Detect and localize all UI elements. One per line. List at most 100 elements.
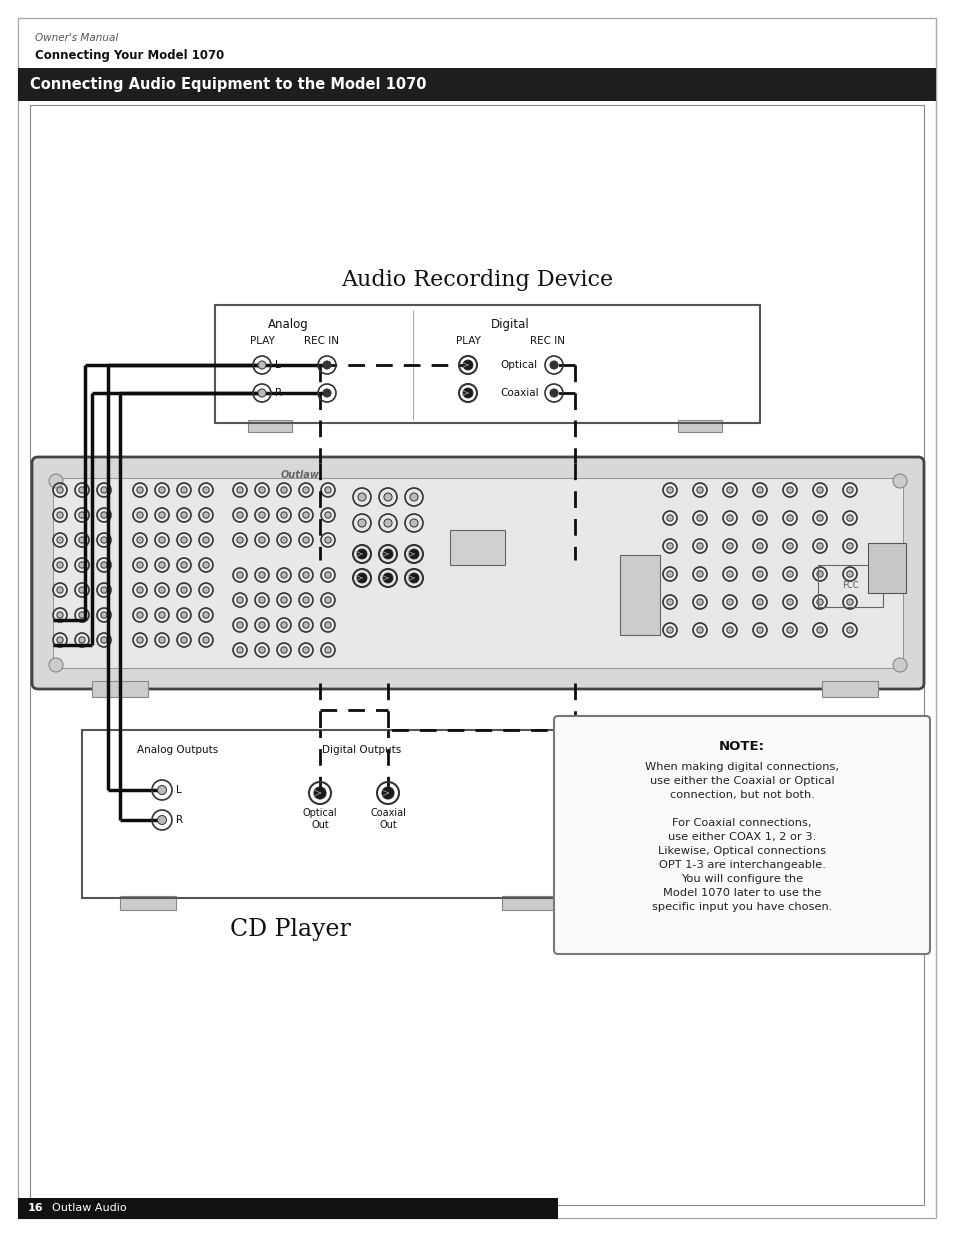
Text: Connecting Audio Equipment to the Model 1070: Connecting Audio Equipment to the Model …: [30, 77, 426, 91]
Bar: [867, 543, 905, 593]
Circle shape: [756, 487, 762, 493]
Bar: [53, 478, 902, 668]
Circle shape: [666, 571, 673, 577]
Circle shape: [57, 637, 63, 643]
Circle shape: [846, 543, 852, 550]
Text: Connecting Your Model 1070: Connecting Your Model 1070: [35, 48, 224, 62]
Circle shape: [181, 611, 187, 619]
Circle shape: [756, 515, 762, 521]
Text: Outlaw Audio: Outlaw Audio: [52, 1203, 127, 1213]
Circle shape: [325, 572, 331, 578]
Circle shape: [302, 487, 309, 493]
Bar: [18, 1198, 558, 1219]
Circle shape: [846, 487, 852, 493]
Circle shape: [383, 493, 392, 501]
Circle shape: [696, 515, 702, 521]
Circle shape: [57, 511, 63, 519]
Circle shape: [57, 562, 63, 568]
Circle shape: [756, 543, 762, 550]
Circle shape: [666, 543, 673, 550]
Circle shape: [101, 487, 107, 493]
Circle shape: [280, 572, 287, 578]
Circle shape: [816, 487, 822, 493]
Circle shape: [280, 622, 287, 629]
Circle shape: [786, 487, 792, 493]
Bar: [817, 564, 882, 606]
Text: PLAY: PLAY: [456, 336, 480, 346]
Circle shape: [786, 599, 792, 605]
Circle shape: [257, 361, 266, 369]
Circle shape: [57, 487, 63, 493]
Circle shape: [383, 519, 392, 527]
Text: L: L: [175, 785, 182, 795]
Circle shape: [203, 511, 209, 519]
Circle shape: [726, 515, 733, 521]
Bar: [18, 68, 935, 101]
Circle shape: [79, 637, 85, 643]
Circle shape: [181, 562, 187, 568]
Circle shape: [323, 361, 331, 369]
Circle shape: [325, 647, 331, 653]
Circle shape: [236, 511, 243, 519]
Circle shape: [159, 587, 165, 593]
Circle shape: [410, 493, 417, 501]
Circle shape: [157, 815, 167, 825]
Circle shape: [786, 515, 792, 521]
Circle shape: [181, 637, 187, 643]
Circle shape: [816, 571, 822, 577]
Circle shape: [726, 571, 733, 577]
Circle shape: [236, 622, 243, 629]
Circle shape: [79, 611, 85, 619]
Circle shape: [236, 537, 243, 543]
Circle shape: [666, 599, 673, 605]
Circle shape: [136, 611, 143, 619]
Circle shape: [357, 493, 366, 501]
Circle shape: [816, 515, 822, 521]
Circle shape: [101, 562, 107, 568]
Circle shape: [549, 361, 558, 369]
Circle shape: [181, 537, 187, 543]
Bar: [619, 555, 659, 635]
Circle shape: [383, 550, 393, 559]
Circle shape: [236, 487, 243, 493]
Circle shape: [257, 389, 266, 396]
Circle shape: [236, 572, 243, 578]
Circle shape: [136, 587, 143, 593]
Circle shape: [846, 627, 852, 634]
Circle shape: [49, 658, 63, 672]
Circle shape: [181, 587, 187, 593]
Circle shape: [236, 647, 243, 653]
Circle shape: [816, 543, 822, 550]
Circle shape: [57, 537, 63, 543]
Circle shape: [203, 537, 209, 543]
Circle shape: [79, 587, 85, 593]
Circle shape: [159, 562, 165, 568]
Bar: [30, 105, 923, 1205]
Text: Owner's Manual: Owner's Manual: [35, 33, 118, 43]
Text: L: L: [274, 359, 280, 370]
Circle shape: [159, 537, 165, 543]
Circle shape: [325, 511, 331, 519]
Circle shape: [101, 537, 107, 543]
Circle shape: [181, 487, 187, 493]
Circle shape: [816, 599, 822, 605]
Circle shape: [258, 572, 265, 578]
Text: Optical: Optical: [499, 359, 537, 370]
Circle shape: [302, 622, 309, 629]
Circle shape: [258, 537, 265, 543]
Circle shape: [756, 599, 762, 605]
Circle shape: [726, 543, 733, 550]
Circle shape: [666, 515, 673, 521]
Text: Digital: Digital: [490, 317, 529, 331]
Circle shape: [57, 587, 63, 593]
Circle shape: [203, 487, 209, 493]
Circle shape: [325, 537, 331, 543]
Circle shape: [280, 647, 287, 653]
Circle shape: [666, 487, 673, 493]
Circle shape: [302, 537, 309, 543]
Bar: [678, 420, 721, 432]
Circle shape: [726, 599, 733, 605]
Circle shape: [302, 511, 309, 519]
Circle shape: [462, 388, 473, 398]
Circle shape: [410, 519, 417, 527]
